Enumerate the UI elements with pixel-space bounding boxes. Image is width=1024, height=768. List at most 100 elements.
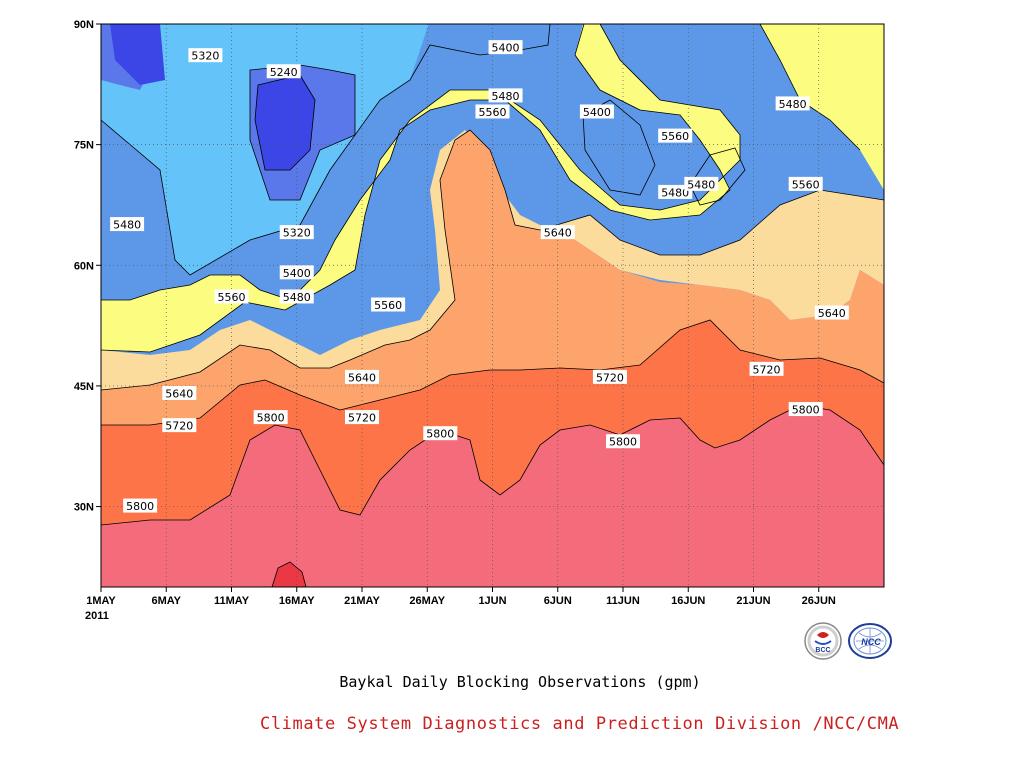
- contour-label-background: [123, 498, 158, 513]
- contour-label: 5800: [126, 500, 154, 513]
- contour-label-background: [606, 434, 640, 449]
- contour-label-background: [345, 369, 379, 384]
- x-tick-label: 26JUN: [802, 595, 836, 607]
- x-tick-label: 26MAY: [409, 595, 445, 607]
- y-tick-label: 45N: [74, 381, 94, 393]
- y-tick-label: 30N: [74, 502, 94, 514]
- band-fill-5560: [101, 24, 884, 352]
- x-tick-label: 16MAY: [279, 595, 315, 607]
- grid: [101, 24, 884, 587]
- contour-label-background: [814, 305, 849, 320]
- x-tick-label: 21JUN: [736, 595, 770, 607]
- contour-label: 5640: [348, 371, 376, 384]
- contour-label: 5480: [283, 291, 311, 304]
- contour-label: 5560: [792, 178, 820, 191]
- x-tick-label: 21MAY: [344, 595, 380, 607]
- contour-label: 5480: [113, 219, 141, 232]
- bcc-logo: BCC: [804, 622, 842, 660]
- contour-label: 5320: [283, 227, 311, 240]
- contour-label-background: [488, 40, 523, 55]
- contour-label-background: [345, 410, 379, 425]
- contour-label-background: [371, 297, 406, 312]
- x-tick-label: 6MAY: [151, 595, 181, 607]
- contour-label: 5800: [792, 404, 820, 417]
- contour-label: 5800: [257, 412, 285, 425]
- contour-label: 5320: [191, 50, 219, 63]
- band-fill-5720: [101, 130, 884, 425]
- contour-label-background: [279, 289, 314, 304]
- contour-line-5640: [101, 129, 884, 391]
- contour-label: 5640: [818, 307, 846, 320]
- x-axis-year-label: 2011: [85, 610, 109, 622]
- contour-label-background: [788, 402, 823, 417]
- contour-label-background: [266, 64, 301, 79]
- contour-label-background: [749, 361, 784, 376]
- contour-line-5400b: [582, 99, 656, 196]
- contour-labels: 5320 5240 5480 5320 5400 5560 5480 5560 5400 5480…: [110, 40, 849, 513]
- contour-label-background: [488, 88, 523, 103]
- contour-label: 5720: [753, 363, 781, 376]
- contour-label: 5720: [596, 371, 624, 384]
- contour-label: 5480: [687, 178, 715, 191]
- contour-label-background: [658, 128, 693, 143]
- contour-label: 5480: [492, 90, 520, 103]
- contour-label: 5720: [348, 412, 376, 425]
- contour-label-background: [423, 426, 458, 441]
- y-tick-label: 90N: [74, 19, 94, 31]
- contour-label-background: [658, 184, 693, 199]
- contour-line-5800b: [271, 561, 307, 587]
- x-tick-label: 1JUN: [478, 595, 506, 607]
- credit-line: Climate System Diagnostics and Predictio…: [260, 714, 900, 734]
- contour-label-background: [475, 104, 510, 119]
- contour-label: 5720: [165, 420, 193, 433]
- contour-line-5240: [254, 74, 316, 171]
- contour-label-background: [579, 104, 614, 119]
- contour-label: 5480: [779, 98, 807, 111]
- band-fill-5800: [101, 320, 884, 525]
- contour-label-background: [775, 96, 810, 111]
- contour-line-5480b: [689, 147, 746, 206]
- contour-label-background: [788, 176, 823, 191]
- y-axis: 30N 45N 60N 75N 90N: [74, 19, 101, 514]
- contour-label-background: [540, 225, 575, 240]
- contour-label-background: [592, 369, 627, 384]
- chart-caption: Baykal Daily Blocking Observations (gpm): [339, 673, 701, 691]
- contour-label-background: [162, 418, 197, 433]
- bcc-logo-text: BCC: [815, 647, 830, 654]
- contour-label-background: [279, 225, 314, 240]
- contour-label-background: [188, 48, 223, 63]
- contour-line-5800: [101, 404, 884, 526]
- contour-label: 5560: [218, 291, 246, 304]
- contour-label: 5560: [479, 106, 507, 119]
- contour-label: 5560: [661, 130, 689, 143]
- x-tick-label: 6JUN: [544, 595, 572, 607]
- y-tick-label: 75N: [74, 140, 94, 152]
- contour-line-5320: [249, 64, 356, 201]
- band-fill-5640: [101, 130, 884, 390]
- contour-label-background: [110, 217, 145, 232]
- x-tick-label: 16JUN: [671, 595, 705, 607]
- contour-label-background: [279, 265, 314, 280]
- contour-label-background: [214, 289, 249, 304]
- contour-label: 5640: [165, 387, 193, 400]
- y-tick-label: 60N: [74, 260, 94, 272]
- contour-label: 5560: [374, 299, 402, 312]
- contour-label: 5240: [270, 66, 298, 79]
- contour-label: 5400: [583, 106, 611, 119]
- contour-line-5480: [101, 24, 731, 301]
- contour-label-background: [684, 176, 719, 191]
- ncc-logo: NCC: [848, 623, 892, 659]
- contour-label: 5640: [544, 227, 572, 240]
- band-fill-5400: [430, 24, 655, 195]
- band-fill-5240: [110, 24, 315, 170]
- contour-line-5720: [101, 319, 884, 426]
- x-tick-label: 11MAY: [214, 595, 250, 607]
- x-tick-label: 1MAY: [86, 595, 116, 607]
- contour-label: 5400: [283, 267, 311, 280]
- contour-label: 5480: [661, 186, 689, 199]
- contour-label: 5400: [492, 42, 520, 55]
- x-tick-label: 11JUN: [606, 595, 640, 607]
- ncc-logo-text: NCC: [861, 637, 881, 647]
- contour-label: 5800: [609, 436, 637, 449]
